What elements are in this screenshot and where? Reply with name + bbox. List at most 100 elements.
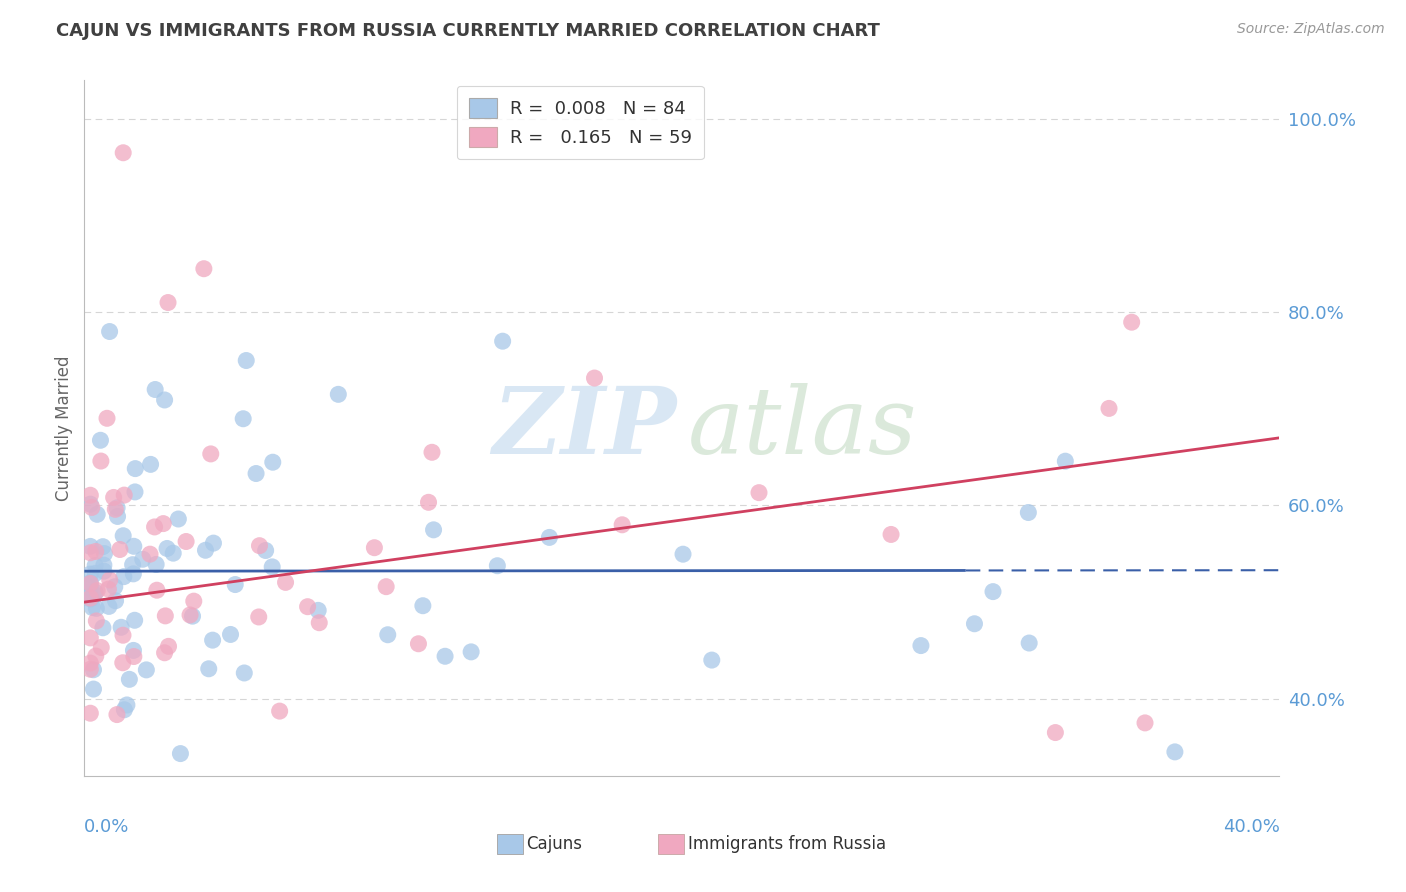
Text: 0.0%: 0.0% <box>84 818 129 836</box>
Point <box>422 523 444 537</box>
Point <box>105 500 128 515</box>
Point <box>112 488 135 502</box>
Point <box>86 601 108 615</box>
Point <box>132 552 155 566</box>
Point <box>79 567 101 582</box>
Point <box>122 643 145 657</box>
Point <box>98 573 121 587</box>
Point <box>1018 636 1040 650</box>
Point <box>375 580 398 594</box>
Point <box>181 609 204 624</box>
Text: atlas: atlas <box>688 384 917 473</box>
Point <box>79 662 101 676</box>
Point <box>84 558 107 573</box>
Point <box>111 628 134 642</box>
Y-axis label: Currently Married: Currently Married <box>55 355 73 501</box>
Point <box>1017 506 1039 520</box>
Point <box>153 392 176 407</box>
Point <box>363 541 385 555</box>
Point <box>412 599 434 613</box>
Text: ZIP: ZIP <box>492 384 676 473</box>
Point <box>84 544 107 558</box>
Point <box>84 585 107 599</box>
Point <box>1045 725 1067 739</box>
Point <box>254 543 277 558</box>
Point <box>179 607 201 622</box>
Point <box>97 582 120 596</box>
Point <box>79 497 101 511</box>
Point <box>308 615 330 630</box>
Point <box>86 583 108 598</box>
Point <box>155 608 177 623</box>
Point <box>193 261 215 276</box>
Point <box>82 600 104 615</box>
Point <box>82 663 104 677</box>
Point <box>115 698 138 712</box>
Point <box>122 566 145 581</box>
Point <box>93 547 115 561</box>
Point <box>84 566 107 581</box>
Point <box>612 517 634 532</box>
Point <box>139 458 162 472</box>
Point <box>97 599 120 614</box>
Point <box>124 461 146 475</box>
Point <box>328 387 350 401</box>
Point <box>486 558 509 573</box>
Point <box>700 653 723 667</box>
Point <box>200 447 222 461</box>
Point <box>118 673 141 687</box>
Point <box>197 662 219 676</box>
Point <box>153 646 176 660</box>
Point <box>122 649 145 664</box>
Legend: R =  0.008   N = 84, R =   0.165   N = 59: R = 0.008 N = 84, R = 0.165 N = 59 <box>457 86 704 159</box>
Point <box>79 540 101 554</box>
Point <box>143 383 166 397</box>
Point <box>1164 745 1187 759</box>
Point <box>232 411 254 425</box>
Point <box>1098 401 1121 416</box>
Point <box>108 542 131 557</box>
Point <box>262 560 284 574</box>
Point <box>139 547 162 561</box>
Point <box>90 640 112 655</box>
Point <box>247 610 270 624</box>
Point <box>86 508 108 522</box>
Point <box>135 663 157 677</box>
Point <box>124 484 146 499</box>
Point <box>79 656 101 670</box>
Point <box>112 145 135 160</box>
Point <box>167 512 190 526</box>
Point <box>408 637 430 651</box>
Point <box>124 613 146 627</box>
Point <box>377 628 399 642</box>
Point <box>110 620 132 634</box>
Point <box>143 520 166 534</box>
Point <box>963 616 986 631</box>
Point <box>245 467 267 481</box>
Point <box>104 593 127 607</box>
Point <box>90 454 112 468</box>
Point <box>418 495 440 509</box>
Point <box>981 584 1004 599</box>
Point <box>460 645 482 659</box>
Point <box>79 631 101 645</box>
Point <box>235 353 257 368</box>
Point <box>79 576 101 591</box>
Point <box>748 485 770 500</box>
Point <box>1133 715 1156 730</box>
Point <box>249 539 271 553</box>
Point <box>79 591 101 606</box>
Point <box>122 539 145 553</box>
Point <box>112 569 135 583</box>
Point <box>82 681 104 696</box>
Point <box>80 500 103 515</box>
Point <box>201 633 224 648</box>
Point <box>183 594 205 608</box>
Point <box>274 575 297 590</box>
Point <box>145 558 167 572</box>
Point <box>104 580 127 594</box>
Text: CAJUN VS IMMIGRANTS FROM RUSSIA CURRENTLY MARRIED CORRELATION CHART: CAJUN VS IMMIGRANTS FROM RUSSIA CURRENTL… <box>56 22 880 40</box>
Point <box>157 295 180 310</box>
Point <box>194 543 217 558</box>
Point <box>83 587 105 601</box>
